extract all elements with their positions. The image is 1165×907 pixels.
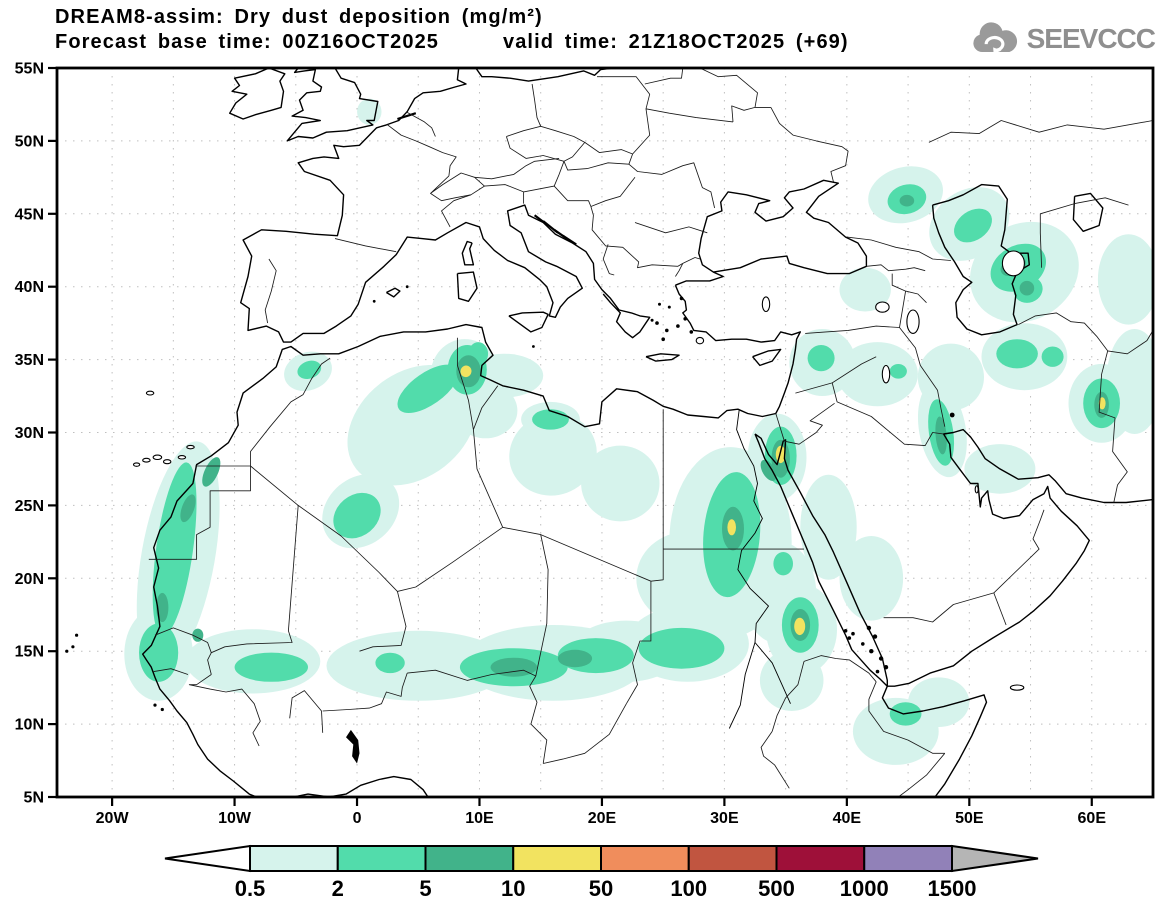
lat-tick-label: 40N [15, 279, 44, 296]
lat-tick-label: 35N [15, 352, 44, 369]
lon-tick-label: 10W [218, 810, 252, 827]
colorbar-label: 0.5 [235, 876, 266, 901]
dust-region-level-2 [397, 364, 459, 414]
colorbar-segment-0.5 [249, 845, 339, 872]
lat-tick-label: 15N [15, 644, 44, 661]
island-chains [397, 112, 577, 246]
dust-region-level-0.5 [837, 342, 918, 407]
small-islands-and-lakes [65, 285, 955, 764]
dust-region-level-2 [954, 208, 992, 243]
dust-region-level-10 [1098, 397, 1106, 410]
lon-tick-label: 0 [353, 810, 362, 827]
dust-deposition-map: 55N 50N 45N 40N 35N 30N 25N 20N 15N 10N 5N 20W 10W 0 1… [15, 61, 1155, 828]
lon-tick-label: 20E [588, 810, 617, 827]
dust-region-level-0.5 [357, 98, 382, 125]
lakes-and-islands [132, 250, 1025, 691]
colorbar-label: 2 [332, 876, 344, 901]
dust-region-level-0.5 [1097, 234, 1153, 325]
colorbar-labels: 0.5 2 5 10 50 100 500 1000 1500 [235, 876, 977, 901]
colorbar-legend: 0.5 2 5 10 50 100 500 1000 1500 [164, 844, 1039, 901]
colorbar-label: 10 [501, 876, 525, 901]
dust-region-level-2 [139, 623, 179, 682]
lon-tick-label: 60E [1078, 810, 1107, 827]
dust-region-level-5 [557, 649, 593, 668]
dust-region-level-5 [156, 592, 169, 623]
lat-tick-label: 5N [24, 790, 44, 807]
dust-region-level-5 [490, 657, 538, 677]
dust-region-level-0.5 [326, 630, 511, 701]
lat-tick-label: 25N [15, 498, 44, 515]
dust-region-level-0.5 [759, 649, 824, 712]
dust-region-level-0.5 [839, 536, 904, 621]
colorbar-segment-5 [424, 845, 515, 872]
dust-region-level-5 [192, 628, 204, 642]
lat-tick-label: 20N [15, 571, 44, 588]
colorbar-label: 500 [758, 876, 795, 901]
lon-tick-label: 50E [955, 810, 984, 827]
lat-tick-label: 50N [15, 133, 44, 150]
dust-region-level-2 [889, 364, 907, 379]
dust-region-level-0.5 [581, 445, 660, 522]
lon-tick-label: 40E [833, 810, 862, 827]
colorbar-segment-100 [687, 845, 778, 872]
colorbar-above-max-arrow [951, 844, 1039, 873]
axis-labels: 55N 50N 45N 40N 35N 30N 25N 20N 15N 10N 5N 20W 10W 0 1… [15, 61, 1107, 828]
dust-region-level-5 [202, 457, 221, 487]
page-title: DREAM8-assim: Dry dust deposition (mg/m²… [55, 6, 543, 28]
colorbar-segment-10 [512, 845, 602, 872]
colorbar-below-min-arrow [164, 844, 251, 873]
dust-region-level-5 [899, 194, 915, 207]
country-borders [148, 68, 1153, 797]
lon-tick-label: 30E [710, 810, 739, 827]
dust-region-level-2 [773, 552, 793, 576]
colorbar-label: 50 [589, 876, 613, 901]
dust-region-level-2 [297, 360, 322, 379]
dust-region-level-2 [234, 652, 308, 682]
dust-region-level-5 [1019, 280, 1035, 296]
lon-tick-label: 20W [96, 810, 130, 827]
colorbar-label: 1500 [928, 876, 977, 901]
lat-tick-label: 45N [15, 206, 44, 223]
dust-region-level-0.5 [839, 267, 891, 312]
dust-region-level-5 [935, 416, 947, 455]
seevccc-logo: SEEVCCC [969, 22, 1156, 56]
axis-ticks [48, 66, 1093, 806]
dust-region-level-0.5 [908, 677, 970, 727]
dust-region-level-2 [375, 652, 405, 674]
cloud-logo-icon [973, 22, 1017, 54]
dust-region-level-0.5 [509, 413, 597, 496]
colorbar-label: 1000 [840, 876, 889, 901]
dust-region-level-0.5 [453, 382, 518, 439]
dust-region-level-10 [794, 617, 806, 636]
colorbar-segment-1000 [863, 845, 953, 872]
dust-region-level-5 [180, 494, 196, 523]
colorbar-segment-2 [336, 845, 427, 872]
dust-region-level-10 [460, 365, 472, 378]
dust-region-level-5 [760, 459, 777, 481]
dust-region-level-10 [727, 519, 736, 536]
colorbar-label: 5 [419, 876, 431, 901]
logo-text: SEEVCCC [1026, 23, 1156, 54]
dust-region-level-2 [1041, 346, 1064, 367]
dust-region-level-2 [996, 339, 1038, 369]
colorbar-segment-50 [600, 845, 690, 872]
dust-region-level-0.5 [917, 343, 985, 411]
lon-tick-label: 10E [465, 810, 494, 827]
lat-tick-label: 30N [15, 425, 44, 442]
rivers [728, 410, 791, 729]
lat-tick-label: 55N [15, 61, 44, 78]
dust-region-level-2 [532, 409, 569, 430]
coastlines [142, 68, 1153, 797]
lat-tick-label: 10N [15, 717, 44, 734]
dust-region-level-2 [638, 627, 725, 669]
forecast-time-subtitle: Forecast base time: 00Z16OCT2025 valid t… [55, 31, 849, 53]
dust-region-level-2 [807, 345, 835, 372]
colorbar-segment-500 [775, 845, 866, 872]
dust-region-level-2 [333, 492, 381, 539]
colorbar-label: 100 [670, 876, 707, 901]
dust-region-level-0.5 [800, 474, 857, 580]
map-layers [57, 68, 1153, 797]
